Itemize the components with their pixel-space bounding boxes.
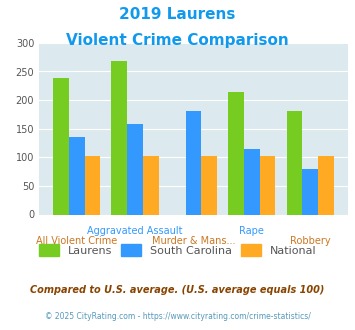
Text: 2019 Laurens: 2019 Laurens: [119, 7, 236, 21]
Text: Compared to U.S. average. (U.S. average equals 100): Compared to U.S. average. (U.S. average …: [30, 285, 325, 295]
Bar: [318, 156, 334, 215]
Legend: Laurens, South Carolina, National: Laurens, South Carolina, National: [34, 240, 321, 260]
Bar: [286, 111, 302, 214]
Bar: [127, 124, 143, 214]
Bar: [186, 111, 201, 214]
Bar: [111, 61, 127, 214]
Bar: [302, 169, 318, 214]
Text: © 2025 CityRating.com - https://www.cityrating.com/crime-statistics/: © 2025 CityRating.com - https://www.city…: [45, 312, 310, 321]
Bar: [143, 156, 159, 215]
Bar: [228, 92, 244, 214]
Text: Murder & Mans...: Murder & Mans...: [152, 236, 235, 246]
Text: Robbery: Robbery: [290, 236, 331, 246]
Bar: [84, 156, 100, 215]
Bar: [260, 156, 275, 215]
Bar: [53, 78, 69, 214]
Text: Violent Crime Comparison: Violent Crime Comparison: [66, 33, 289, 48]
Bar: [69, 137, 84, 214]
Bar: [201, 156, 217, 215]
Text: All Violent Crime: All Violent Crime: [36, 236, 118, 246]
Bar: [244, 149, 260, 214]
Text: Aggravated Assault: Aggravated Assault: [87, 226, 183, 236]
Text: Rape: Rape: [239, 226, 264, 236]
